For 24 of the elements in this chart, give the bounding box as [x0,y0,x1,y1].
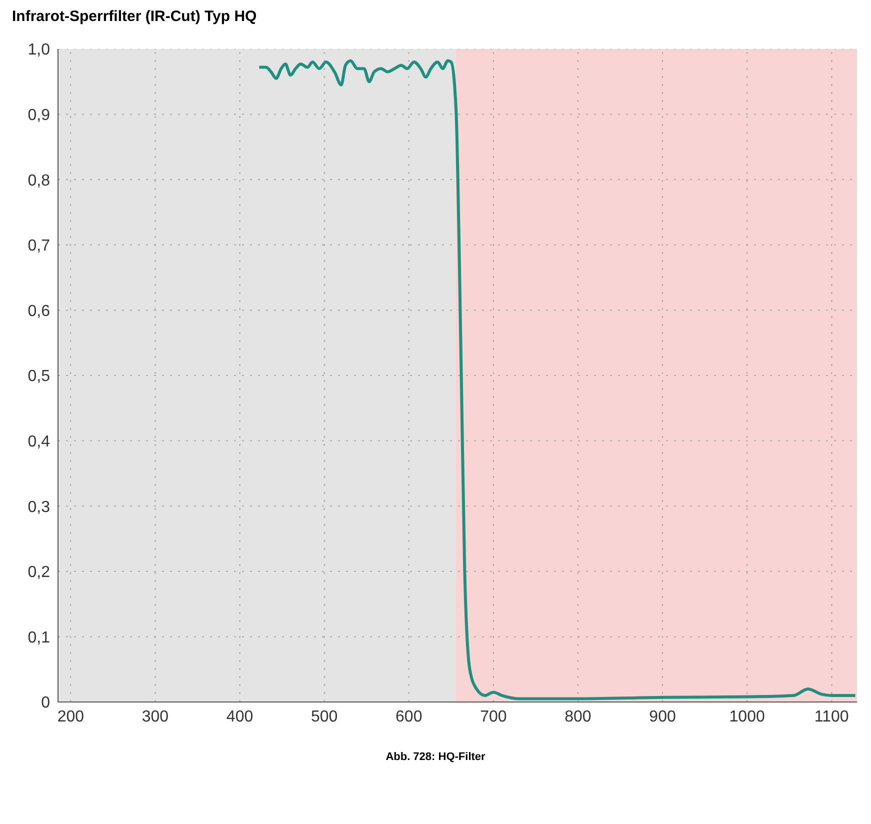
y-tick-label: 0,3 [28,498,50,516]
x-tick-label: 300 [142,708,169,726]
chart-title: Infrarot-Sperrfilter (IR-Cut) Typ HQ [12,8,258,25]
x-tick-label: 500 [310,708,338,726]
x-tick-label: 1000 [729,708,765,726]
x-tick-label: 800 [564,708,592,726]
y-tick-label: 0,8 [28,172,50,190]
y-tick-label: 1,0 [28,42,50,59]
x-tick-label: 900 [649,708,676,726]
x-tick-label: 1100 [814,708,849,726]
caption: Abb. 728: HQ-Filter [384,751,486,763]
y-tick-label: 0,1 [28,629,50,646]
x-tick-label: 700 [480,708,507,726]
x-tick-label: 600 [396,708,422,726]
y-tick-label: 0,7 [28,238,50,255]
y-tick-label: 0,4 [28,433,50,450]
y-tick-label: 0,2 [28,564,50,582]
x-tick-label: 200 [57,708,84,726]
y-tick-label: 0,5 [28,368,50,386]
line-series [258,59,857,700]
y-tick-label: 0 [41,694,50,712]
x-tick-label: 400 [226,708,254,726]
y-tick-label: 0,9 [28,106,50,124]
y-tick-label: 0,6 [28,302,50,320]
